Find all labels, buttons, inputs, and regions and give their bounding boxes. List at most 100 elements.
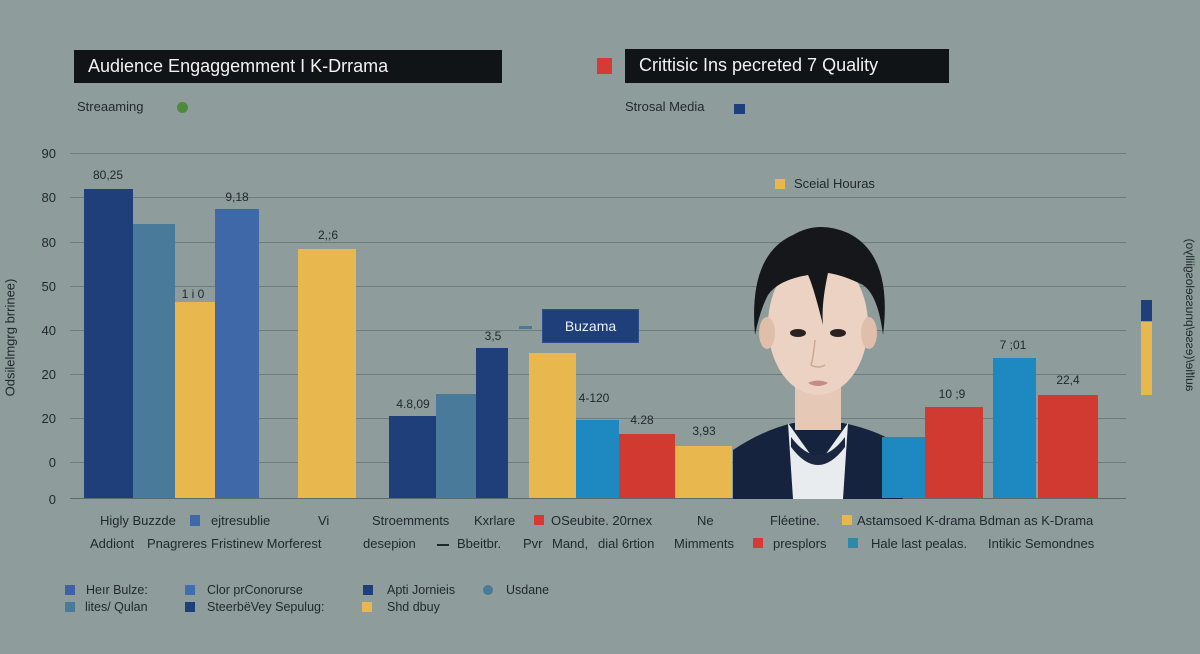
bar: [1038, 395, 1098, 498]
blue-square-icon: [190, 515, 200, 526]
value-label: 9,18: [225, 190, 249, 204]
red-marker-icon: [597, 58, 612, 74]
y-tick: 50: [41, 279, 56, 294]
x-label: eјtresublie: [211, 513, 271, 528]
legend-item: Apti Jornieis: [387, 583, 456, 597]
value-label: 4-120: [578, 391, 610, 405]
x-label: Stroemments: [372, 513, 450, 528]
bar: [476, 348, 508, 498]
navy-square-icon: [734, 104, 745, 114]
red-square-icon: [753, 538, 763, 548]
legend-item: Usdane: [506, 583, 550, 597]
legend-swatch-icon: [65, 602, 75, 612]
legend-item: lites/ Qulan: [85, 600, 148, 614]
bar: [175, 302, 215, 498]
legend-item: Heır Bulze:: [86, 583, 148, 597]
x-label: Astamsoed K-drama Bdman as K-Drama: [857, 513, 1094, 528]
legend-item: Shd dbuy: [387, 600, 440, 614]
bar: [436, 394, 476, 498]
bar: [529, 353, 576, 498]
teal-square-icon: [848, 538, 858, 548]
bar: [84, 189, 133, 498]
value-label: 3,93: [692, 424, 716, 438]
bar: [925, 407, 983, 498]
bar: [576, 420, 619, 498]
y-tick: 0: [48, 492, 56, 507]
value-label: 3,5: [484, 329, 502, 343]
y-tick: 90: [41, 146, 56, 161]
legend-swatch-icon: [483, 585, 493, 595]
yellow-legend-bar-icon: [1141, 322, 1152, 395]
x-label: desepion: [363, 536, 416, 551]
gridline: [70, 242, 1126, 243]
x-label: OSeubite. 20rnex: [551, 513, 653, 528]
value-label: 4.28: [630, 413, 654, 427]
legend-item: SteerbëVey Sepulug:: [207, 600, 325, 614]
x-label: dial 6rtion: [598, 536, 655, 551]
value-label: 22,4: [1056, 373, 1080, 387]
legend-swatch-icon: [363, 585, 373, 595]
bar: [993, 358, 1036, 498]
bar: [389, 416, 436, 498]
bar: [619, 434, 675, 498]
x-axis-baseline: [70, 498, 1126, 499]
bar: [298, 249, 356, 498]
legend-social-media-label: Strosal Media: [625, 99, 705, 114]
x-label: Ne: [697, 513, 714, 528]
x-label: Kxrlare: [474, 513, 516, 528]
legend-streaming-label: Streaaming: [77, 99, 144, 114]
legend-swatch-icon: [65, 585, 75, 595]
x-label: Intikic Semondnes: [988, 536, 1095, 551]
gridline: [70, 153, 1126, 154]
y-tick: 20: [41, 367, 56, 382]
bar: [675, 446, 732, 498]
x-label: Bbeitbr.: [457, 536, 502, 551]
x-label: Fristinew Morferest: [211, 536, 322, 551]
legend-swatch-icon: [185, 602, 195, 612]
yellow-square-icon: [775, 179, 785, 189]
gridline: [70, 197, 1126, 198]
x-label: Addiont: [90, 536, 135, 551]
x-label: Pnagreres: [147, 536, 207, 551]
annotation-callout: Buzama: [542, 309, 639, 343]
bar: [133, 224, 175, 498]
y-tick: 80: [41, 190, 56, 205]
y-axis-label-right: aulfie/(esse/pnusselosgiillyo): [1183, 238, 1197, 392]
bar: [882, 437, 925, 498]
gridline: [70, 418, 1126, 419]
x-label: Mand,: [552, 536, 589, 551]
y-tick: 40: [41, 323, 56, 338]
value-label: 1 i 0: [181, 287, 205, 301]
legend-swatch-icon: [185, 585, 195, 595]
gridline: [70, 374, 1126, 375]
value-label: 7 ;01: [999, 338, 1027, 352]
value-label: 80,25: [92, 168, 124, 182]
yellow-square-icon: [842, 515, 852, 525]
legend-social-hours-label: Sceial Houras: [794, 176, 875, 191]
navy-legend-bar-icon: [1141, 300, 1152, 321]
bar: [215, 209, 259, 498]
legend-item: Clor prConorurse: [207, 583, 303, 597]
chart-title-right: Crittisic Ins pecreted 7 Quality: [625, 49, 949, 83]
red-square-icon: [534, 515, 544, 525]
x-label: Hale last pealas.: [871, 536, 968, 551]
x-label: Pvr: [523, 536, 543, 551]
x-label: Vi: [318, 513, 330, 528]
x-label: Higly Buzzde: [100, 513, 176, 528]
y-tick: 0: [48, 455, 56, 470]
legend-swatch-icon: [362, 602, 372, 612]
y-tick: 80: [41, 235, 56, 250]
actor-portrait-image: [733, 215, 903, 499]
chart-title-left: Audience Engaggemment I K-Drrama: [74, 50, 502, 83]
x-label: presplors: [773, 536, 827, 551]
x-label: Mimments: [674, 536, 734, 551]
value-label: 10 ;9: [938, 387, 966, 401]
x-label: Fléetine.: [770, 513, 820, 528]
y-axis-label: Odsilelmgrg brrinee): [2, 278, 18, 397]
callout-connector: [519, 326, 532, 329]
value-label: 4.8,09: [396, 397, 430, 411]
dash-marker-icon: [437, 544, 449, 546]
gridline: [70, 286, 1126, 287]
y-tick: 20: [41, 411, 56, 426]
value-label: 2,;6: [317, 228, 339, 242]
